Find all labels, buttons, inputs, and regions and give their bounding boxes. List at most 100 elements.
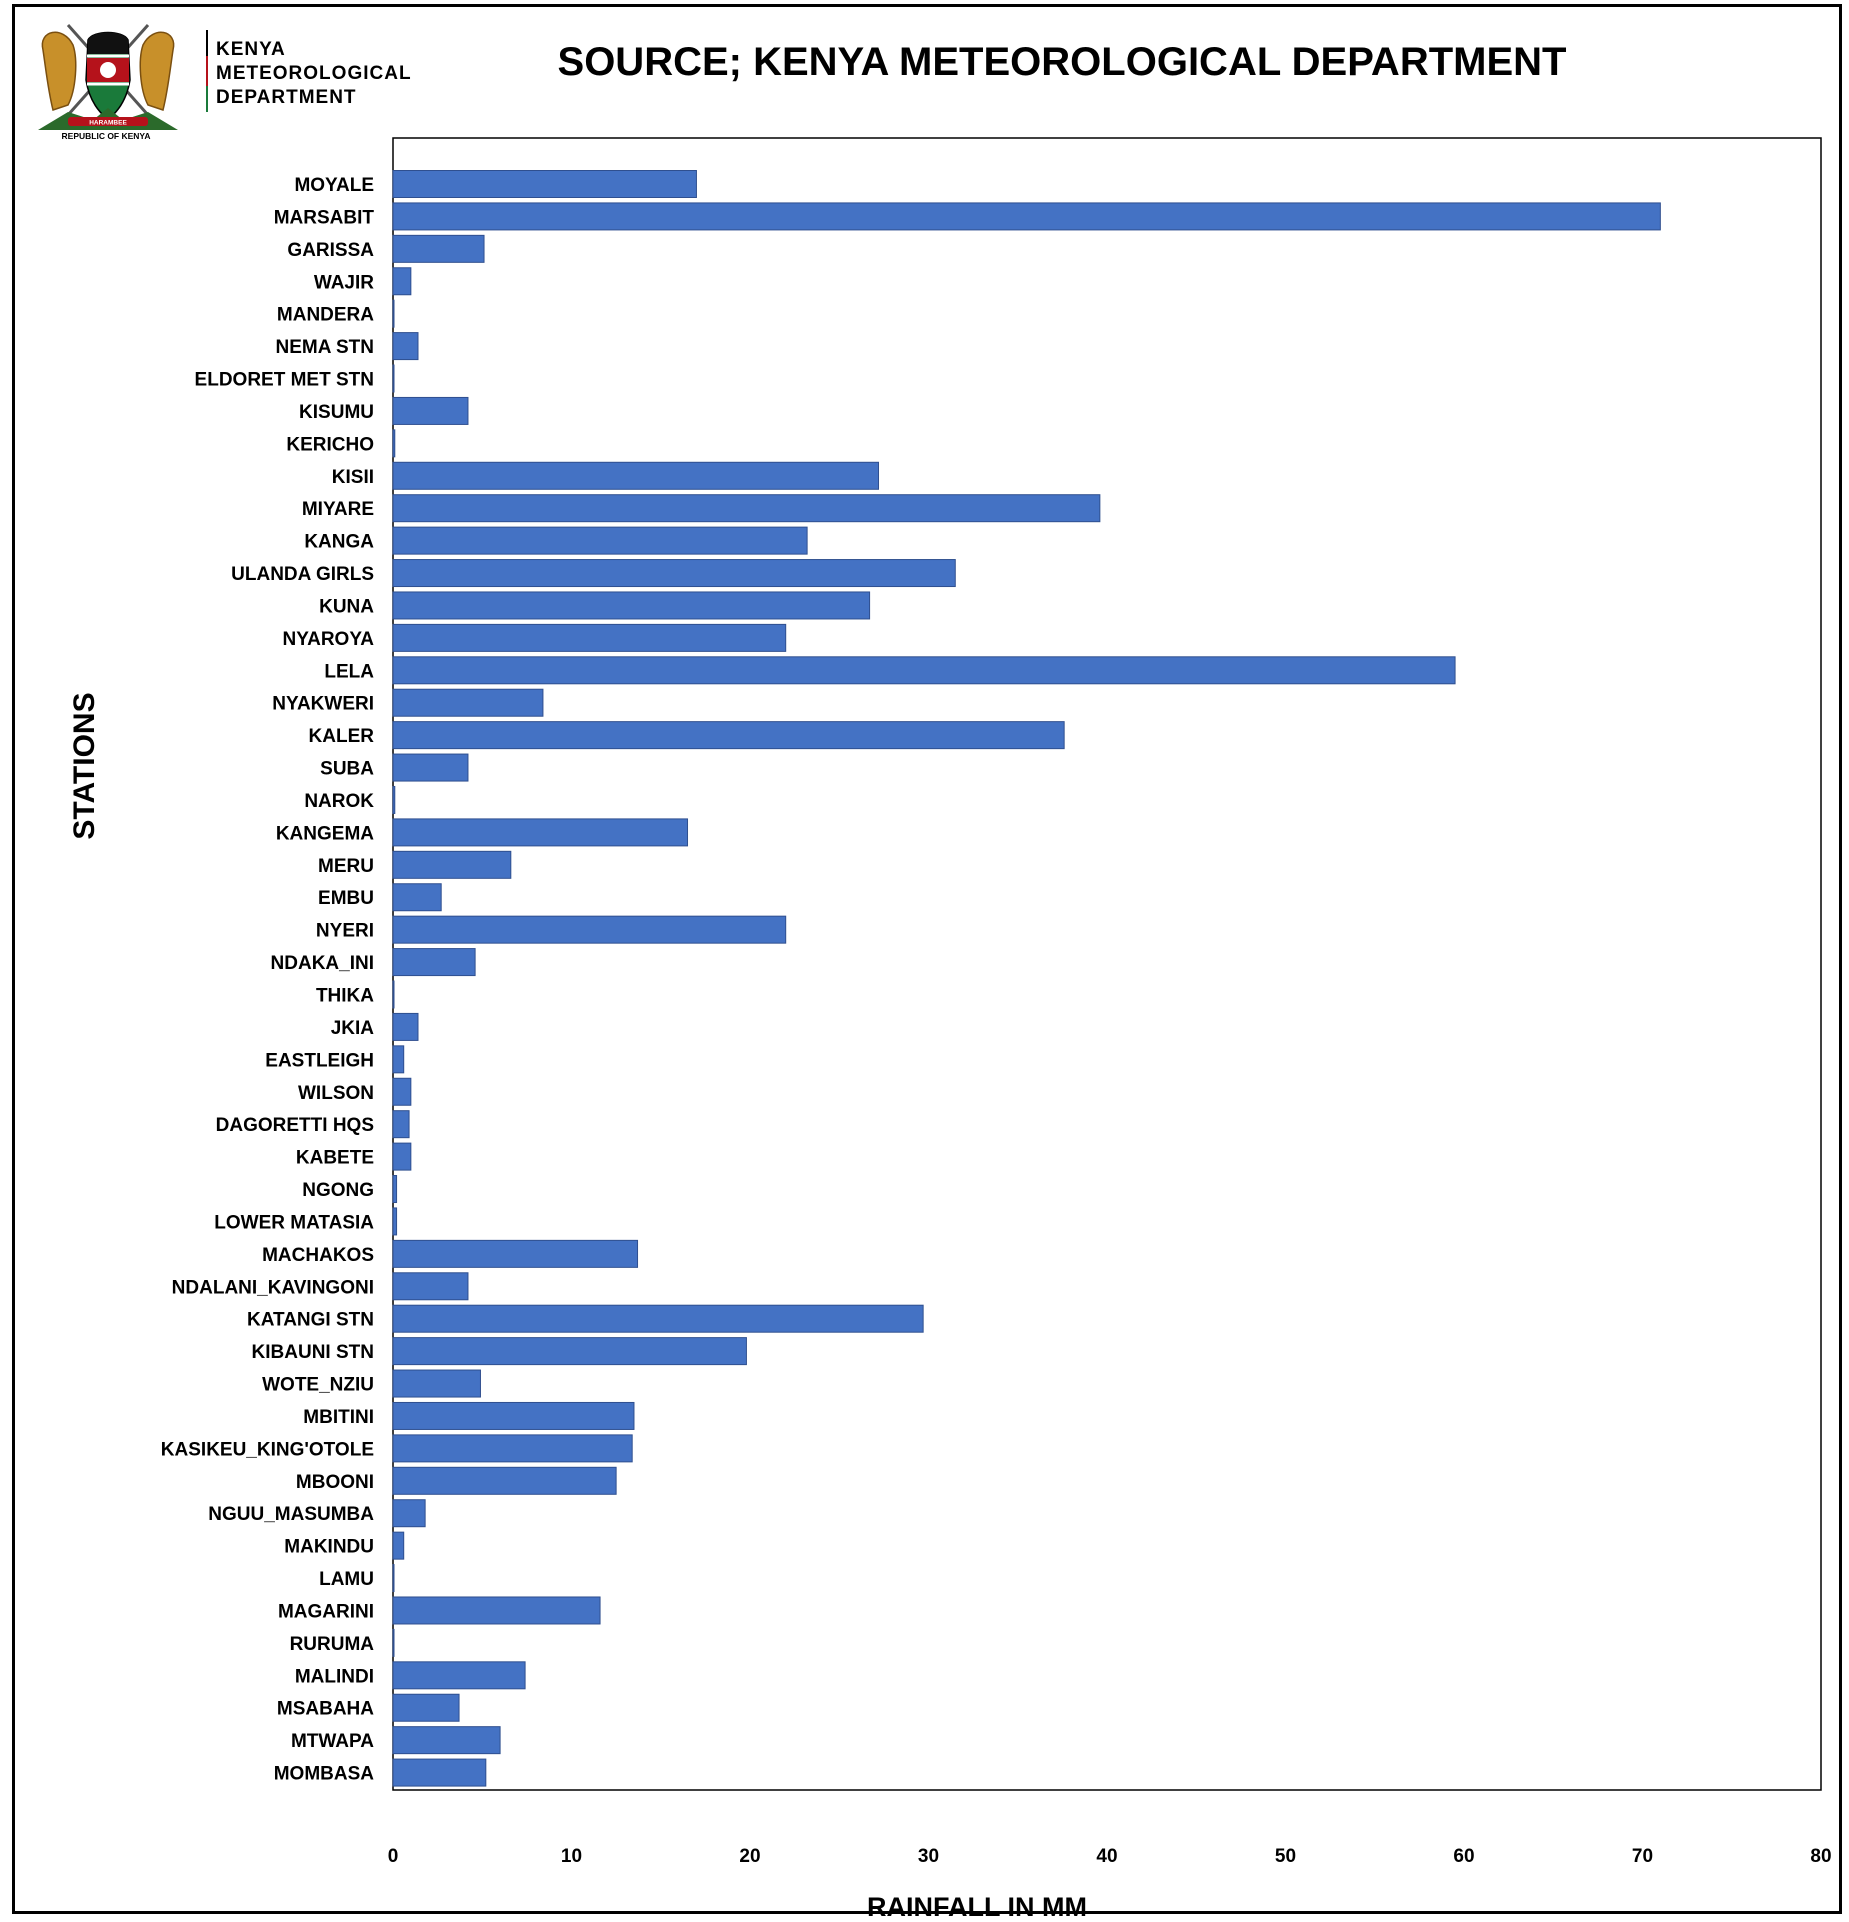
category-label: KANGEMA bbox=[276, 823, 374, 844]
bar-malindi bbox=[392, 1661, 526, 1690]
bar-kabete bbox=[392, 1142, 412, 1171]
bar-kuna bbox=[392, 591, 871, 620]
bar-machakos bbox=[392, 1239, 639, 1268]
bar-wajir bbox=[392, 267, 412, 296]
category-label: MBITINI bbox=[303, 1407, 374, 1428]
x-tick-label: 70 bbox=[1632, 1846, 1653, 1867]
category-label: NEMA STN bbox=[275, 337, 374, 358]
category-label: KALER bbox=[309, 726, 375, 747]
x-tick-label: 10 bbox=[561, 1846, 582, 1867]
category-label: NAROK bbox=[304, 791, 374, 812]
bar-kanga bbox=[392, 526, 808, 555]
category-label: NGONG bbox=[302, 1180, 374, 1201]
category-label: ULANDA GIRLS bbox=[231, 564, 374, 585]
x-tick-label: 80 bbox=[1810, 1846, 1831, 1867]
bar-marsabit bbox=[392, 202, 1661, 231]
chart-frame bbox=[12, 4, 1842, 1914]
category-label: NYAROYA bbox=[282, 629, 374, 650]
bar-nyeri bbox=[392, 915, 787, 944]
bar-kangema bbox=[392, 818, 689, 847]
category-labels: MOYALE MARSABIT GARISSA WAJIR MANDERA NEMA ST… bbox=[161, 175, 375, 1785]
category-label: KABETE bbox=[296, 1148, 374, 1169]
org-name-line3: DEPARTMENT bbox=[216, 87, 357, 108]
x-tick-labels: 0 10 20 30 40 50 60 70 80 bbox=[388, 1846, 1832, 1867]
category-label: KASIKEU_KING'OTOLE bbox=[161, 1439, 374, 1460]
bar-kisii bbox=[392, 461, 880, 490]
bar-kibauni-stn bbox=[392, 1337, 747, 1366]
category-label: MACHAKOS bbox=[262, 1245, 374, 1266]
chart-title: SOURCE; KENYA METEOROLOGICAL DEPARTMENT bbox=[558, 40, 1567, 84]
category-label: KISII bbox=[332, 467, 374, 488]
bar-magarini bbox=[392, 1596, 601, 1625]
category-label: NDAKA_INI bbox=[271, 953, 374, 974]
bar-katangi-stn bbox=[392, 1304, 924, 1333]
bar-garissa bbox=[392, 234, 485, 263]
bar-ndalani-kavingoni bbox=[392, 1272, 469, 1301]
bar-eastleigh bbox=[392, 1045, 405, 1074]
category-label: MOYALE bbox=[294, 175, 374, 196]
bar-ruruma bbox=[392, 1628, 395, 1657]
bar-ngong bbox=[392, 1175, 398, 1204]
bar-thika bbox=[392, 980, 395, 1009]
bar-narok bbox=[392, 785, 396, 814]
category-label: JKIA bbox=[331, 1018, 375, 1039]
plot-area bbox=[392, 137, 1822, 1791]
bar-lamu bbox=[392, 1564, 395, 1593]
bar-kisumu bbox=[392, 396, 469, 425]
bar-jkia bbox=[392, 1012, 419, 1041]
bar-kaler bbox=[392, 721, 1065, 750]
x-tick-label: 20 bbox=[739, 1846, 760, 1867]
bar-nguu-masumba bbox=[392, 1499, 426, 1528]
category-label: NDALANI_KAVINGONI bbox=[172, 1277, 374, 1298]
bar-ulanda-girls bbox=[392, 559, 956, 588]
bar-mombasa bbox=[392, 1758, 487, 1787]
x-axis-label: RAINFALL IN MM bbox=[867, 1892, 1087, 1922]
category-label: NYERI bbox=[316, 921, 374, 942]
x-tick-label: 50 bbox=[1275, 1846, 1296, 1867]
category-label: LOWER MATASIA bbox=[214, 1212, 374, 1233]
category-label: EMBU bbox=[318, 888, 374, 909]
category-label: WOTE_NZIU bbox=[262, 1375, 374, 1396]
category-label: LELA bbox=[324, 661, 374, 682]
category-label: DAGORETTI HQS bbox=[216, 1115, 374, 1136]
x-tick-label: 0 bbox=[388, 1846, 399, 1867]
bar-kasikeu-king-otole bbox=[392, 1434, 633, 1463]
category-label: NGUU_MASUMBA bbox=[208, 1504, 374, 1525]
bar-msabaha bbox=[392, 1693, 460, 1722]
bar-makindu bbox=[392, 1531, 405, 1560]
bar-suba bbox=[392, 753, 469, 782]
category-label: MERU bbox=[318, 856, 374, 877]
x-tick-label: 60 bbox=[1453, 1846, 1474, 1867]
seal-motto: HARAMBEE bbox=[89, 120, 127, 127]
category-label: MTWAPA bbox=[291, 1731, 374, 1752]
category-label: MSABAHA bbox=[277, 1699, 374, 1720]
bar-mandera bbox=[392, 299, 395, 328]
category-label: WILSON bbox=[298, 1083, 374, 1104]
bar-wilson bbox=[392, 1077, 412, 1106]
category-label: MAGARINI bbox=[278, 1601, 374, 1622]
category-label: MOMBASA bbox=[274, 1764, 375, 1785]
bar-meru bbox=[392, 850, 512, 879]
bar-eldoret-met-stn bbox=[392, 364, 395, 393]
bars-group bbox=[392, 170, 1661, 1787]
category-label: EASTLEIGH bbox=[265, 1050, 374, 1071]
category-label: KIBAUNI STN bbox=[252, 1342, 374, 1363]
category-label: MBOONI bbox=[296, 1472, 374, 1493]
category-label: NYAKWERI bbox=[272, 694, 374, 715]
bar-mbitini bbox=[392, 1401, 635, 1430]
org-name-line2: METEOROLOGICAL bbox=[216, 63, 412, 84]
category-label: WAJIR bbox=[314, 272, 374, 293]
y-axis-label: STATIONS bbox=[68, 692, 101, 839]
category-label: KISUMU bbox=[299, 402, 374, 423]
bar-miyare bbox=[392, 494, 1101, 523]
category-label: GARISSA bbox=[287, 240, 374, 261]
x-tick-label: 40 bbox=[1096, 1846, 1117, 1867]
bar-nyaroya bbox=[392, 623, 787, 652]
org-name-line1: KENYA bbox=[216, 39, 286, 60]
category-label: KANGA bbox=[304, 532, 374, 553]
bar-lower-matasia bbox=[392, 1207, 398, 1236]
category-label: KATANGI STN bbox=[247, 1310, 374, 1331]
bar-nyakweri bbox=[392, 688, 544, 717]
bar-mbooni bbox=[392, 1466, 617, 1495]
